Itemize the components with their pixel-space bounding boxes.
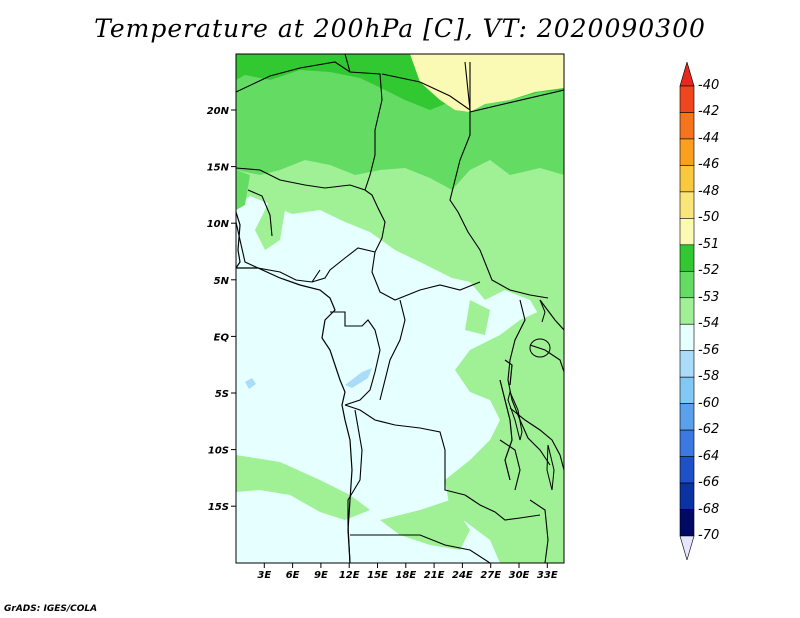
color-bar-segment (679, 244, 695, 272)
lon-tick-label: 9E (314, 570, 328, 581)
color-bar (679, 62, 695, 560)
coastline (236, 211, 513, 563)
lon-tick-label: 6E (286, 570, 300, 581)
longitude-axis: 3E 6E 9E 12E 15E 18E 21E 24E 27E 30E 33E (257, 563, 558, 581)
lon-tick-label: 24E (452, 570, 473, 581)
lake-tanganyika (507, 390, 523, 441)
band-minus53-patch1 (255, 200, 285, 250)
lat-tick-label: 5N (214, 276, 230, 287)
color-bar-label: -54 (698, 316, 720, 332)
lat-tick-label: 15S (208, 502, 229, 513)
color-bar-label: -68 (698, 501, 720, 517)
color-bar-segment (679, 429, 695, 457)
color-bar-label: -56 (698, 342, 720, 358)
color-bar-segment (679, 403, 695, 431)
color-bar-label: -66 (698, 475, 720, 491)
color-bar-label: -53 (698, 289, 720, 305)
band-minus56-patch2 (345, 368, 372, 388)
color-bar-label: -60 (698, 395, 720, 411)
color-bar-segment (679, 191, 695, 219)
lake-victoria (529, 338, 551, 358)
lat-tick-label: 5S (215, 389, 229, 400)
latitude-axis: 20N 15N 10N 5N EQ 5S 10S 15S (207, 106, 236, 513)
lon-tick-label: 33E (537, 570, 558, 581)
band-minus51 (236, 54, 470, 110)
band-minus52-west (236, 170, 250, 210)
color-bar-top-arrow (679, 62, 695, 87)
color-bar-segment (679, 297, 695, 325)
color-bar-segment (679, 509, 695, 537)
lon-tick-label: 21E (424, 570, 445, 581)
color-bar-label: -44 (698, 130, 720, 146)
band-minus56-patch1 (245, 378, 256, 389)
color-bar-segment (679, 165, 695, 193)
color-bar-label: -40 (698, 78, 720, 93)
temperature-field (236, 54, 564, 563)
color-bar-label: -46 (698, 157, 720, 173)
color-bar-label: -70 (698, 528, 720, 543)
color-bar-segment (679, 456, 695, 484)
band-minus53-south (236, 455, 370, 520)
color-bar-label: -50 (698, 210, 720, 226)
band-minus53-east (445, 300, 564, 563)
country-borders (236, 54, 564, 563)
color-bar-segment (679, 482, 695, 510)
lat-tick-label: 10S (208, 446, 229, 457)
color-bar-bottom-arrow (679, 535, 695, 560)
color-bar-segment (679, 112, 695, 140)
lake-malawi (546, 444, 555, 491)
map-frame (235, 53, 565, 564)
lon-tick-label: 27E (480, 570, 501, 581)
band-minus53-patch2 (465, 300, 490, 335)
color-bar-label: -62 (698, 422, 720, 438)
lake-turkana (539, 299, 546, 323)
band-minus53-southcentral (380, 500, 470, 550)
color-bar-label: -64 (698, 448, 720, 464)
color-bar-label: -58 (698, 369, 720, 385)
lakes (507, 299, 555, 491)
lon-tick-label: 3E (257, 570, 271, 581)
lat-tick-label: 15N (207, 163, 230, 174)
lon-tick-label: 30E (509, 570, 530, 581)
color-bar-segment (679, 138, 695, 166)
lat-tick-label: 10N (207, 219, 230, 230)
map-title: Temperature at 200hPa [C], VT: 202009030… (94, 14, 706, 43)
color-bar-segment (679, 270, 695, 299)
grads-credit: GrADS: IGES/COLA (4, 604, 98, 614)
color-bar-segment (679, 350, 695, 378)
band-minus50 (410, 54, 564, 112)
color-bar-label: -42 (698, 104, 720, 120)
lat-tick-label: EQ (214, 332, 230, 343)
color-bar-label: -51 (698, 236, 720, 252)
color-bar-segment (679, 85, 695, 113)
lat-tick-label: 20N (207, 106, 230, 117)
lon-tick-label: 15E (367, 570, 388, 581)
color-bar-label: -48 (698, 183, 720, 199)
color-bar-segment (679, 323, 695, 352)
color-bar-segment (679, 218, 695, 246)
lon-tick-label: 12E (339, 570, 360, 581)
color-bar-label: -52 (698, 263, 720, 279)
color-bar-segment (679, 376, 695, 404)
lon-tick-label: 18E (395, 570, 416, 581)
